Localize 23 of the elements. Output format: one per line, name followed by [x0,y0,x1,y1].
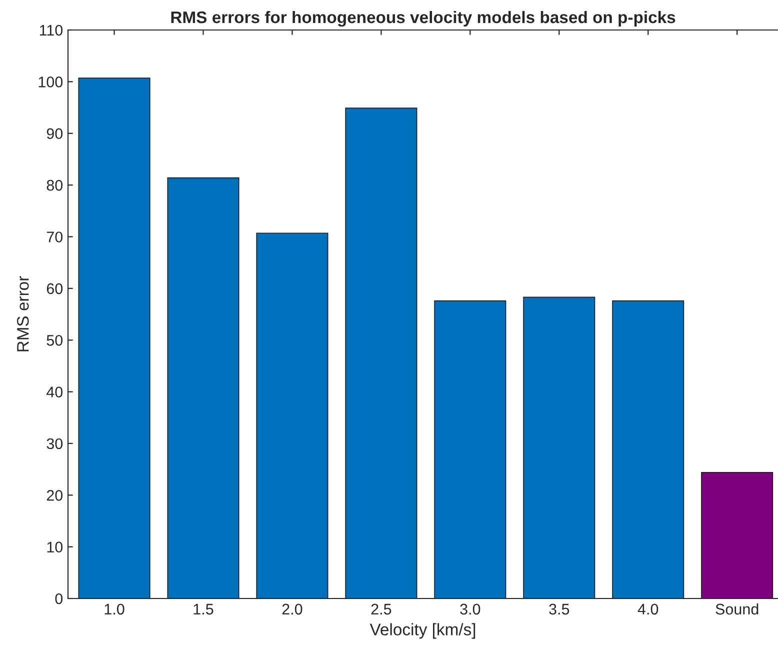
y-tick-label: 40 [46,386,63,398]
y-axis-title: RMS error [17,276,29,352]
x-tick-label: 3.5 [549,604,570,615]
y-tick-label: 30 [46,438,63,450]
x-tick-label: Sound [716,603,758,615]
y-tick-label: 60 [46,283,63,294]
x-tick-label: 2.0 [282,604,302,615]
x-tick-label: 3.0 [460,604,480,615]
x-tick-label: 1.0 [104,604,124,615]
y-tick-label: 50 [46,334,63,346]
x-tick-label: 1.5 [194,604,214,615]
chart-title: RMS errors for homogeneous velocity models based on p-picks [171,10,676,27]
y-tick-label: 110 [40,24,63,36]
y-tick-label: 20 [46,490,63,501]
y-tick-label: 10 [47,542,63,553]
y-tick-label: 100 [38,76,63,88]
x-tick-label: 4.0 [638,604,658,615]
y-tick-label: 0 [55,593,63,604]
y-tick-label: 70 [46,232,63,242]
x-tick-label: 2.5 [371,604,392,615]
y-tick-label: 90 [46,128,63,140]
y-tick-label: 80 [46,180,63,191]
x-axis-title: Velocity [km/s] [370,623,476,639]
